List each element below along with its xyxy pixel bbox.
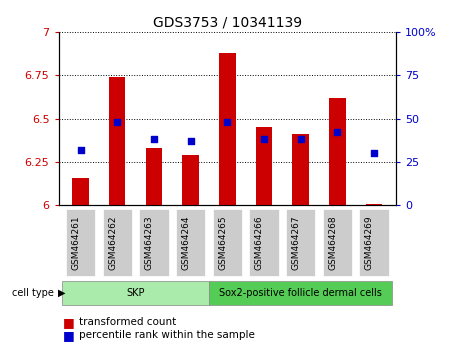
Point: [297, 137, 304, 142]
Text: GSM464268: GSM464268: [328, 215, 338, 270]
FancyBboxPatch shape: [359, 209, 389, 276]
Bar: [146, 148, 162, 205]
FancyBboxPatch shape: [323, 209, 352, 276]
Point: [113, 119, 121, 125]
FancyBboxPatch shape: [139, 209, 169, 276]
Text: GSM464266: GSM464266: [255, 215, 264, 270]
Title: GDS3753 / 10341139: GDS3753 / 10341139: [153, 15, 302, 29]
Text: Sox2-positive follicle dermal cells: Sox2-positive follicle dermal cells: [219, 288, 382, 298]
Point: [334, 130, 341, 135]
Bar: [292, 134, 309, 205]
Bar: [219, 53, 235, 205]
Text: percentile rank within the sample: percentile rank within the sample: [79, 330, 255, 340]
Point: [187, 138, 194, 144]
Text: SKP: SKP: [126, 288, 145, 298]
Bar: [329, 98, 346, 205]
Text: GSM464263: GSM464263: [145, 215, 154, 270]
Point: [224, 119, 231, 125]
Text: ▶: ▶: [58, 288, 65, 298]
Text: ■: ■: [63, 316, 75, 329]
FancyBboxPatch shape: [103, 209, 132, 276]
Bar: [72, 178, 89, 205]
Point: [370, 150, 378, 156]
Text: GSM464264: GSM464264: [181, 215, 190, 270]
Text: GSM464267: GSM464267: [292, 215, 301, 270]
FancyBboxPatch shape: [286, 209, 315, 276]
Text: GSM464261: GSM464261: [72, 215, 81, 270]
Text: cell type: cell type: [12, 288, 54, 298]
Text: transformed count: transformed count: [79, 317, 176, 327]
Bar: [109, 77, 126, 205]
Point: [150, 137, 158, 142]
Text: ■: ■: [63, 329, 75, 342]
FancyBboxPatch shape: [66, 209, 95, 276]
FancyBboxPatch shape: [176, 209, 205, 276]
FancyBboxPatch shape: [212, 209, 242, 276]
Point: [261, 137, 268, 142]
FancyBboxPatch shape: [249, 209, 279, 276]
Point: [77, 147, 84, 153]
Text: GSM464265: GSM464265: [218, 215, 227, 270]
Text: GSM464262: GSM464262: [108, 215, 117, 270]
Bar: [366, 204, 382, 205]
Bar: [256, 127, 272, 205]
FancyBboxPatch shape: [209, 281, 392, 305]
Bar: [182, 155, 199, 205]
FancyBboxPatch shape: [62, 281, 209, 305]
Text: GSM464269: GSM464269: [365, 215, 374, 270]
